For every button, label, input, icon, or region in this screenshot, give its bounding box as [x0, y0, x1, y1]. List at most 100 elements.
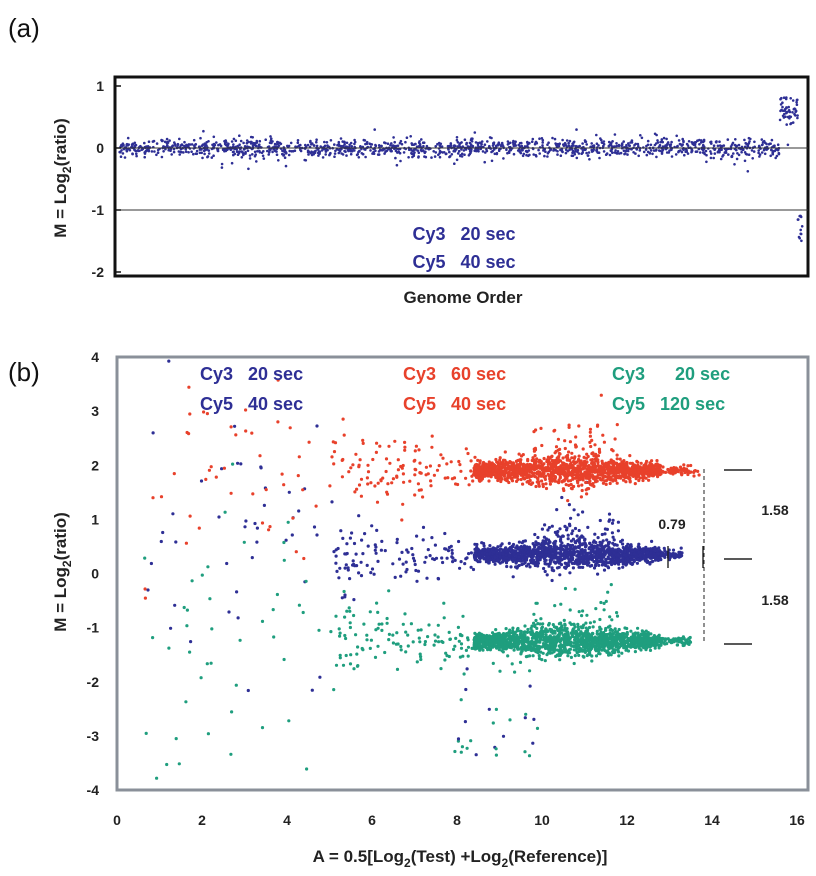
- panel-a-point: [463, 138, 467, 141]
- panel-a-point: [171, 144, 175, 147]
- blue-point: [361, 552, 365, 556]
- blue-point: [571, 566, 576, 570]
- blue-point: [411, 556, 416, 560]
- panel-a-point: [343, 143, 346, 146]
- panel-a-point: [166, 144, 169, 148]
- blue-point: [493, 562, 497, 566]
- panel-a-point: [767, 143, 771, 146]
- blue-point: [517, 540, 522, 544]
- green-point: [640, 629, 644, 633]
- green-point: [373, 655, 378, 660]
- blue-point: [611, 547, 615, 551]
- red-point: [296, 474, 300, 478]
- green-point: [637, 643, 641, 647]
- panel-a-point: [740, 150, 743, 154]
- green-point: [423, 640, 427, 644]
- panel-a-point: [399, 159, 402, 163]
- panel-a-point: [661, 140, 664, 144]
- green-point: [532, 648, 536, 652]
- panel-a-point: [679, 143, 683, 146]
- blue-point: [315, 533, 319, 537]
- panel-a-point: [204, 142, 207, 146]
- panel-a-point: [160, 155, 164, 159]
- blue-point: [413, 562, 417, 567]
- panel-a-point: [657, 149, 661, 152]
- blue-point: [573, 526, 578, 531]
- panel-a-point: [441, 151, 444, 154]
- panel-a-point: [190, 150, 193, 153]
- blue-point: [453, 558, 457, 563]
- panel-a-point: [781, 105, 784, 109]
- green-point: [174, 737, 178, 741]
- blue-point: [662, 546, 666, 550]
- blue-point: [516, 552, 521, 557]
- panel-a-point: [646, 143, 650, 147]
- panel-a-point: [251, 144, 255, 148]
- panel-a-point: [353, 142, 356, 146]
- blue-point: [614, 548, 618, 552]
- blue-point: [605, 548, 609, 553]
- panel-a-frame: [113, 75, 810, 278]
- green-point: [565, 627, 569, 631]
- blue-point: [571, 529, 575, 533]
- panel-a-point: [763, 152, 767, 156]
- blue-point: [161, 530, 165, 535]
- green-point: [687, 642, 691, 647]
- panel-a-point: [709, 156, 713, 160]
- green-point: [448, 637, 452, 641]
- blue-point: [531, 558, 536, 562]
- panel-a-point: [719, 157, 723, 161]
- panel-a-point: [363, 147, 366, 151]
- blue-point: [149, 561, 153, 566]
- panel-a-point: [702, 145, 706, 149]
- panel-a-point: [551, 136, 554, 140]
- green-point: [592, 620, 596, 624]
- panel-a-point: [384, 141, 387, 145]
- red-point: [276, 420, 280, 424]
- blue-point: [255, 540, 259, 544]
- blue-point: [558, 573, 562, 577]
- panel-a-point: [478, 141, 482, 144]
- green-point: [406, 644, 410, 648]
- blue-point: [463, 562, 467, 566]
- blue-point: [600, 532, 604, 537]
- panel-a-point: [709, 152, 713, 155]
- panel-a-point: [566, 149, 569, 153]
- red-point: [258, 454, 262, 458]
- blue-point: [450, 555, 454, 559]
- red-point: [267, 528, 271, 532]
- panel-a-point: [434, 151, 438, 154]
- green-point: [588, 648, 593, 652]
- green-point: [551, 623, 555, 627]
- green-point: [609, 583, 613, 587]
- green-point: [401, 622, 405, 626]
- green-point: [603, 635, 607, 640]
- blue-point: [379, 548, 383, 552]
- blue-point: [397, 557, 402, 561]
- panel-a-point: [286, 144, 289, 148]
- panel-a-point: [405, 136, 409, 139]
- panel-a-point: [303, 158, 307, 162]
- green-point: [598, 617, 602, 622]
- green-point: [182, 605, 186, 610]
- green-point: [199, 676, 203, 680]
- panel-a-point: [241, 151, 244, 154]
- panel-a-point: [709, 150, 712, 153]
- green-point: [352, 667, 356, 671]
- green-point: [395, 631, 399, 635]
- green-point: [369, 638, 373, 642]
- blue-point: [433, 543, 437, 547]
- blue-point: [650, 539, 654, 544]
- panel-a-point: [173, 142, 177, 146]
- panel-a-point: [200, 151, 203, 155]
- blue-point: [366, 544, 370, 548]
- blue-point: [576, 513, 580, 517]
- green-point: [338, 656, 342, 660]
- blue-point: [553, 543, 557, 548]
- blue-point: [262, 503, 266, 507]
- panel-a-point: [323, 140, 326, 144]
- panel-a-point: [538, 137, 541, 140]
- panel-a-label: (a): [8, 13, 40, 43]
- green-point: [573, 587, 577, 591]
- panel-a-point: [414, 142, 417, 146]
